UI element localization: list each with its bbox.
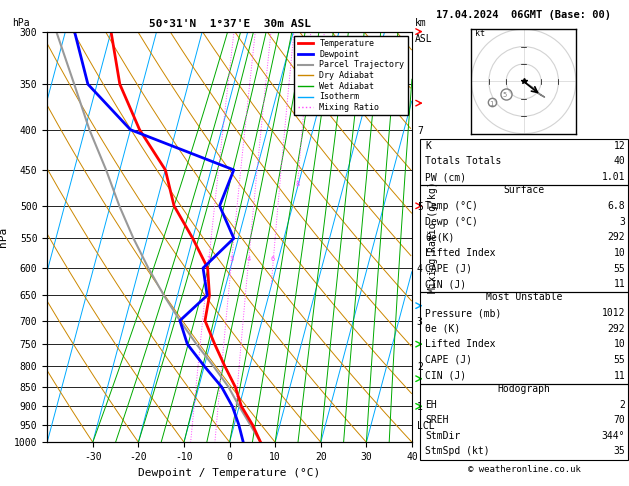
Text: Dewp (°C): Dewp (°C) [425, 217, 478, 227]
Text: 1.01: 1.01 [602, 172, 625, 182]
Text: 292: 292 [608, 324, 625, 334]
Text: ASL: ASL [415, 34, 433, 44]
Text: EH: EH [425, 400, 437, 410]
Text: 10: 10 [313, 106, 322, 112]
Text: StmDir: StmDir [425, 431, 460, 441]
Text: θe(K): θe(K) [425, 232, 455, 243]
Text: km: km [415, 17, 427, 28]
Text: Totals Totals: Totals Totals [425, 156, 501, 167]
Text: CAPE (J): CAPE (J) [425, 263, 472, 274]
Title: 50°31'N  1°37'E  30m ASL: 50°31'N 1°37'E 30m ASL [148, 19, 311, 30]
Text: 11: 11 [613, 279, 625, 289]
Text: K: K [425, 141, 431, 151]
Text: 55: 55 [613, 355, 625, 365]
Text: 10: 10 [613, 339, 625, 349]
Text: Most Unstable: Most Unstable [486, 292, 562, 302]
Text: 3: 3 [230, 257, 233, 262]
Text: 2: 2 [206, 257, 211, 262]
Text: Pressure (mb): Pressure (mb) [425, 308, 501, 318]
Text: 1012: 1012 [602, 308, 625, 318]
Text: 55: 55 [613, 263, 625, 274]
Text: 17.04.2024  06GMT (Base: 00): 17.04.2024 06GMT (Base: 00) [437, 10, 611, 20]
Text: CAPE (J): CAPE (J) [425, 355, 472, 365]
Text: Temp (°C): Temp (°C) [425, 201, 478, 211]
Text: 6.8: 6.8 [608, 201, 625, 211]
Text: 12: 12 [613, 141, 625, 151]
Text: kt: kt [475, 29, 485, 38]
Text: 344°: 344° [602, 431, 625, 441]
Text: StmSpd (kt): StmSpd (kt) [425, 447, 490, 456]
Text: 40: 40 [613, 156, 625, 167]
Text: CIN (J): CIN (J) [425, 370, 466, 381]
Text: 10: 10 [613, 248, 625, 258]
Text: 11: 11 [613, 370, 625, 381]
Text: θe (K): θe (K) [425, 324, 460, 334]
Text: 35: 35 [613, 447, 625, 456]
Text: 3: 3 [620, 217, 625, 227]
X-axis label: Dewpoint / Temperature (°C): Dewpoint / Temperature (°C) [138, 468, 321, 478]
Y-axis label: hPa: hPa [0, 227, 8, 247]
Text: 292: 292 [608, 232, 625, 243]
Text: © weatheronline.co.uk: © weatheronline.co.uk [467, 465, 581, 473]
Text: 1: 1 [489, 101, 493, 107]
Legend: Temperature, Dewpoint, Parcel Trajectory, Dry Adiabat, Wet Adiabat, Isotherm, Mi: Temperature, Dewpoint, Parcel Trajectory… [294, 36, 408, 115]
Text: 70: 70 [613, 416, 625, 425]
Text: SREH: SREH [425, 416, 448, 425]
Text: CIN (J): CIN (J) [425, 279, 466, 289]
Text: 6: 6 [271, 257, 276, 262]
Text: PW (cm): PW (cm) [425, 172, 466, 182]
Text: Mixing Ratio (g/kg): Mixing Ratio (g/kg) [428, 181, 438, 293]
Text: 5: 5 [503, 92, 507, 98]
Text: Lifted Index: Lifted Index [425, 339, 496, 349]
Text: Surface: Surface [503, 185, 545, 195]
Text: 2: 2 [620, 400, 625, 410]
Text: Lifted Index: Lifted Index [425, 248, 496, 258]
Text: hPa: hPa [13, 17, 30, 28]
Text: Hodograph: Hodograph [498, 384, 550, 394]
Text: 8: 8 [295, 181, 299, 187]
Text: 4: 4 [246, 257, 250, 262]
